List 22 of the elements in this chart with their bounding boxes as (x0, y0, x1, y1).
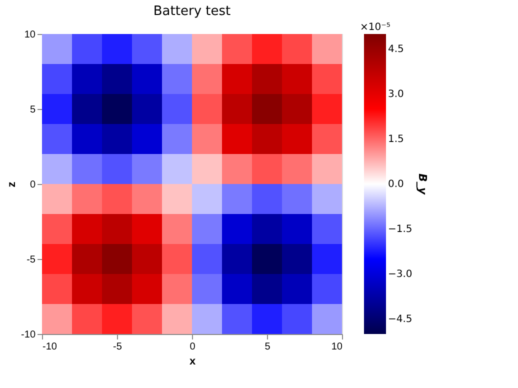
chart-title: Battery test (153, 4, 231, 19)
x-tick-label: -5 (113, 342, 122, 352)
x-tick-label: 5 (264, 342, 271, 352)
x-tick-label: 0 (190, 342, 196, 352)
color-bar-label: 4.5 (388, 44, 404, 55)
y-axis-title: z (6, 181, 18, 188)
color-bar-label: 3.0 (388, 89, 404, 100)
color-bar-label: −4.5 (388, 314, 412, 325)
text: ×10⁻⁵ (360, 22, 390, 33)
color-bar-label: −1.5 (388, 224, 412, 235)
y-tick-label: 10 (24, 30, 36, 40)
x-tick-label: -10 (42, 342, 58, 352)
y-tick-label: 0 (30, 180, 36, 190)
y-tick-label: 5 (30, 104, 36, 116)
y-tick-label: -10 (21, 330, 36, 340)
color-bar-label: −3.0 (388, 269, 412, 280)
x-axis-title: x (189, 356, 196, 368)
y-tick-label: -5 (26, 254, 36, 266)
color-bar-label: 0.0 (388, 179, 404, 190)
color-bar-title: B_y (416, 173, 429, 196)
x-tick-label: 10 (331, 342, 343, 352)
color-bar-label: 1.5 (388, 134, 404, 145)
